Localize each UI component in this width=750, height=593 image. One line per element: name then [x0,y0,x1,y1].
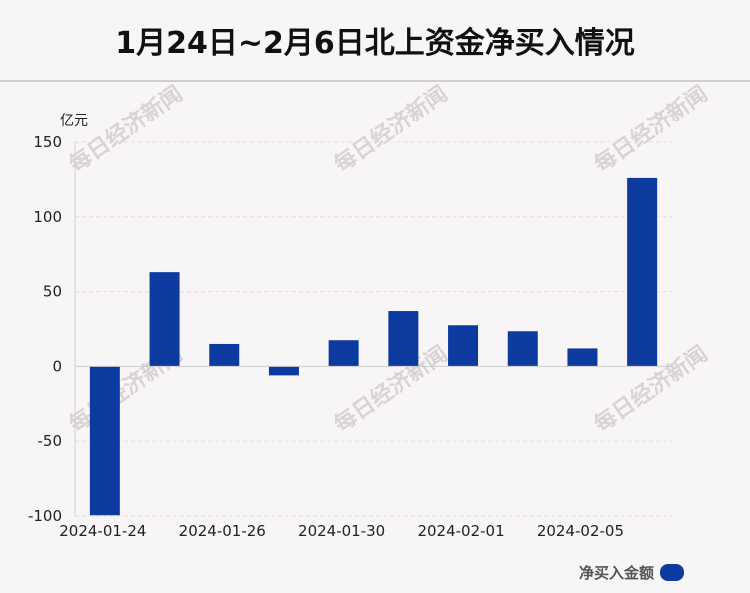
bar-2024-01-31 [388,311,419,367]
y-tick-label: 100 [33,208,62,226]
legend-label: 净买入金额 [578,564,654,582]
bar-2024-01-30 [328,340,359,367]
bar-2024-02-06 [627,177,658,367]
y-axis-ticks: 150 100 50 0 -50 -100 [28,133,62,525]
y-tick-label: 150 [33,133,62,151]
x-tick-label: 2024-01-24 [59,522,146,540]
bar-2024-01-29 [268,366,299,376]
x-tick-label: 2024-01-26 [179,522,266,540]
bar-2024-01-26 [209,343,240,367]
x-axis-ticks: 2024-01-24 2024-01-26 2024-01-30 2024-02-01… [59,522,624,540]
legend-swatch [660,564,684,581]
bar-2024-01-25 [149,272,180,367]
y-tick-label: -100 [28,507,62,525]
title-divider [0,80,750,82]
legend: 净买入金额 [579,562,684,583]
watermark-text: 每日经济新闻 [329,81,452,178]
bar-2024-02-02 [507,331,538,367]
y-tick-label: 50 [43,283,62,301]
watermark-text: 每日经济新闻 [64,81,187,178]
y-tick-label: 0 [52,357,62,375]
chart-title: 1月24日~2月6日北上资金净买入情况 [115,26,635,61]
y-axis-unit-label: 亿元 [60,113,88,129]
x-tick-label: 2024-01-30 [298,522,385,540]
bar-2024-01-24 [89,366,120,516]
watermark-text: 每日经济新闻 [589,81,712,178]
bar-2024-02-01 [448,325,479,367]
x-tick-label: 2024-02-01 [417,522,504,540]
y-tick-label: -50 [38,432,63,450]
x-tick-label: 2024-02-05 [537,522,624,540]
bar-2024-02-05 [567,348,598,367]
bars [89,177,658,516]
